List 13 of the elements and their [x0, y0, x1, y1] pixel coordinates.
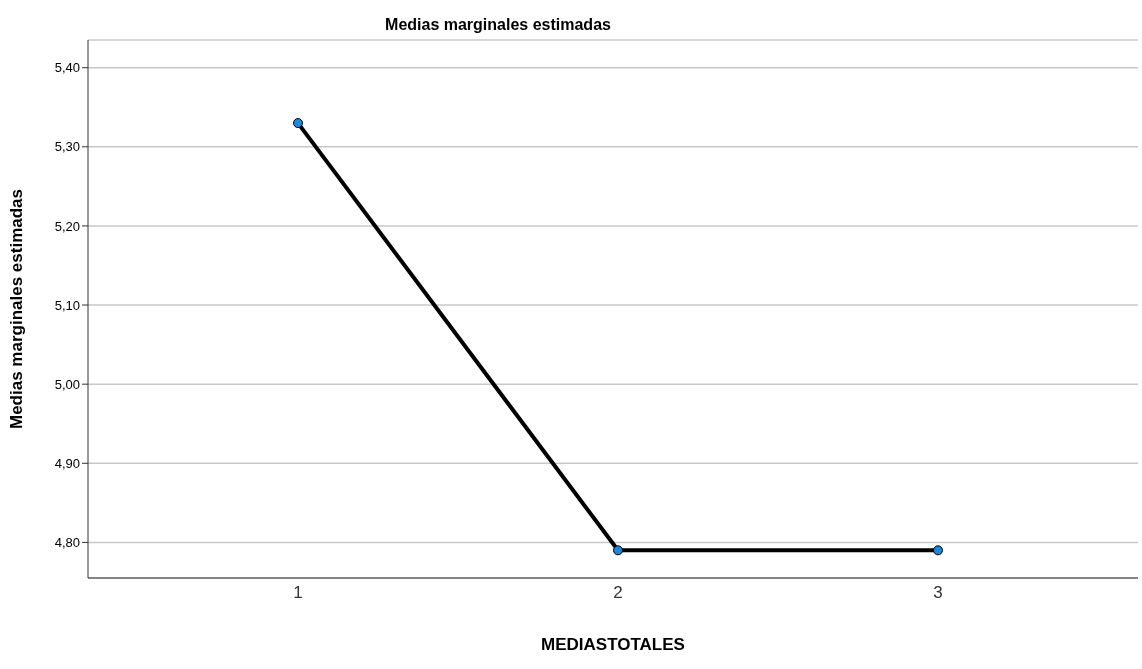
y-tick-label: 5,10 [54, 297, 80, 313]
y-tick-label: 5,20 [54, 218, 80, 234]
x-tick-label: 2 [613, 583, 623, 603]
y-tick-label: 4,90 [54, 455, 80, 471]
y-tick-label: 5,00 [54, 376, 80, 392]
x-tick-label: 1 [293, 583, 303, 603]
x-axis-title: MEDIASTOTALES [541, 635, 685, 654]
y-tick-label: 5,40 [54, 60, 80, 76]
y-tick-label: 4,80 [54, 535, 80, 551]
x-tick-label: 3 [933, 583, 943, 603]
y-tick-label: 5,30 [54, 139, 80, 155]
y-axis-title: Medias marginales estimadas [7, 188, 27, 430]
chart-title: Medias marginales estimadas [384, 16, 612, 34]
